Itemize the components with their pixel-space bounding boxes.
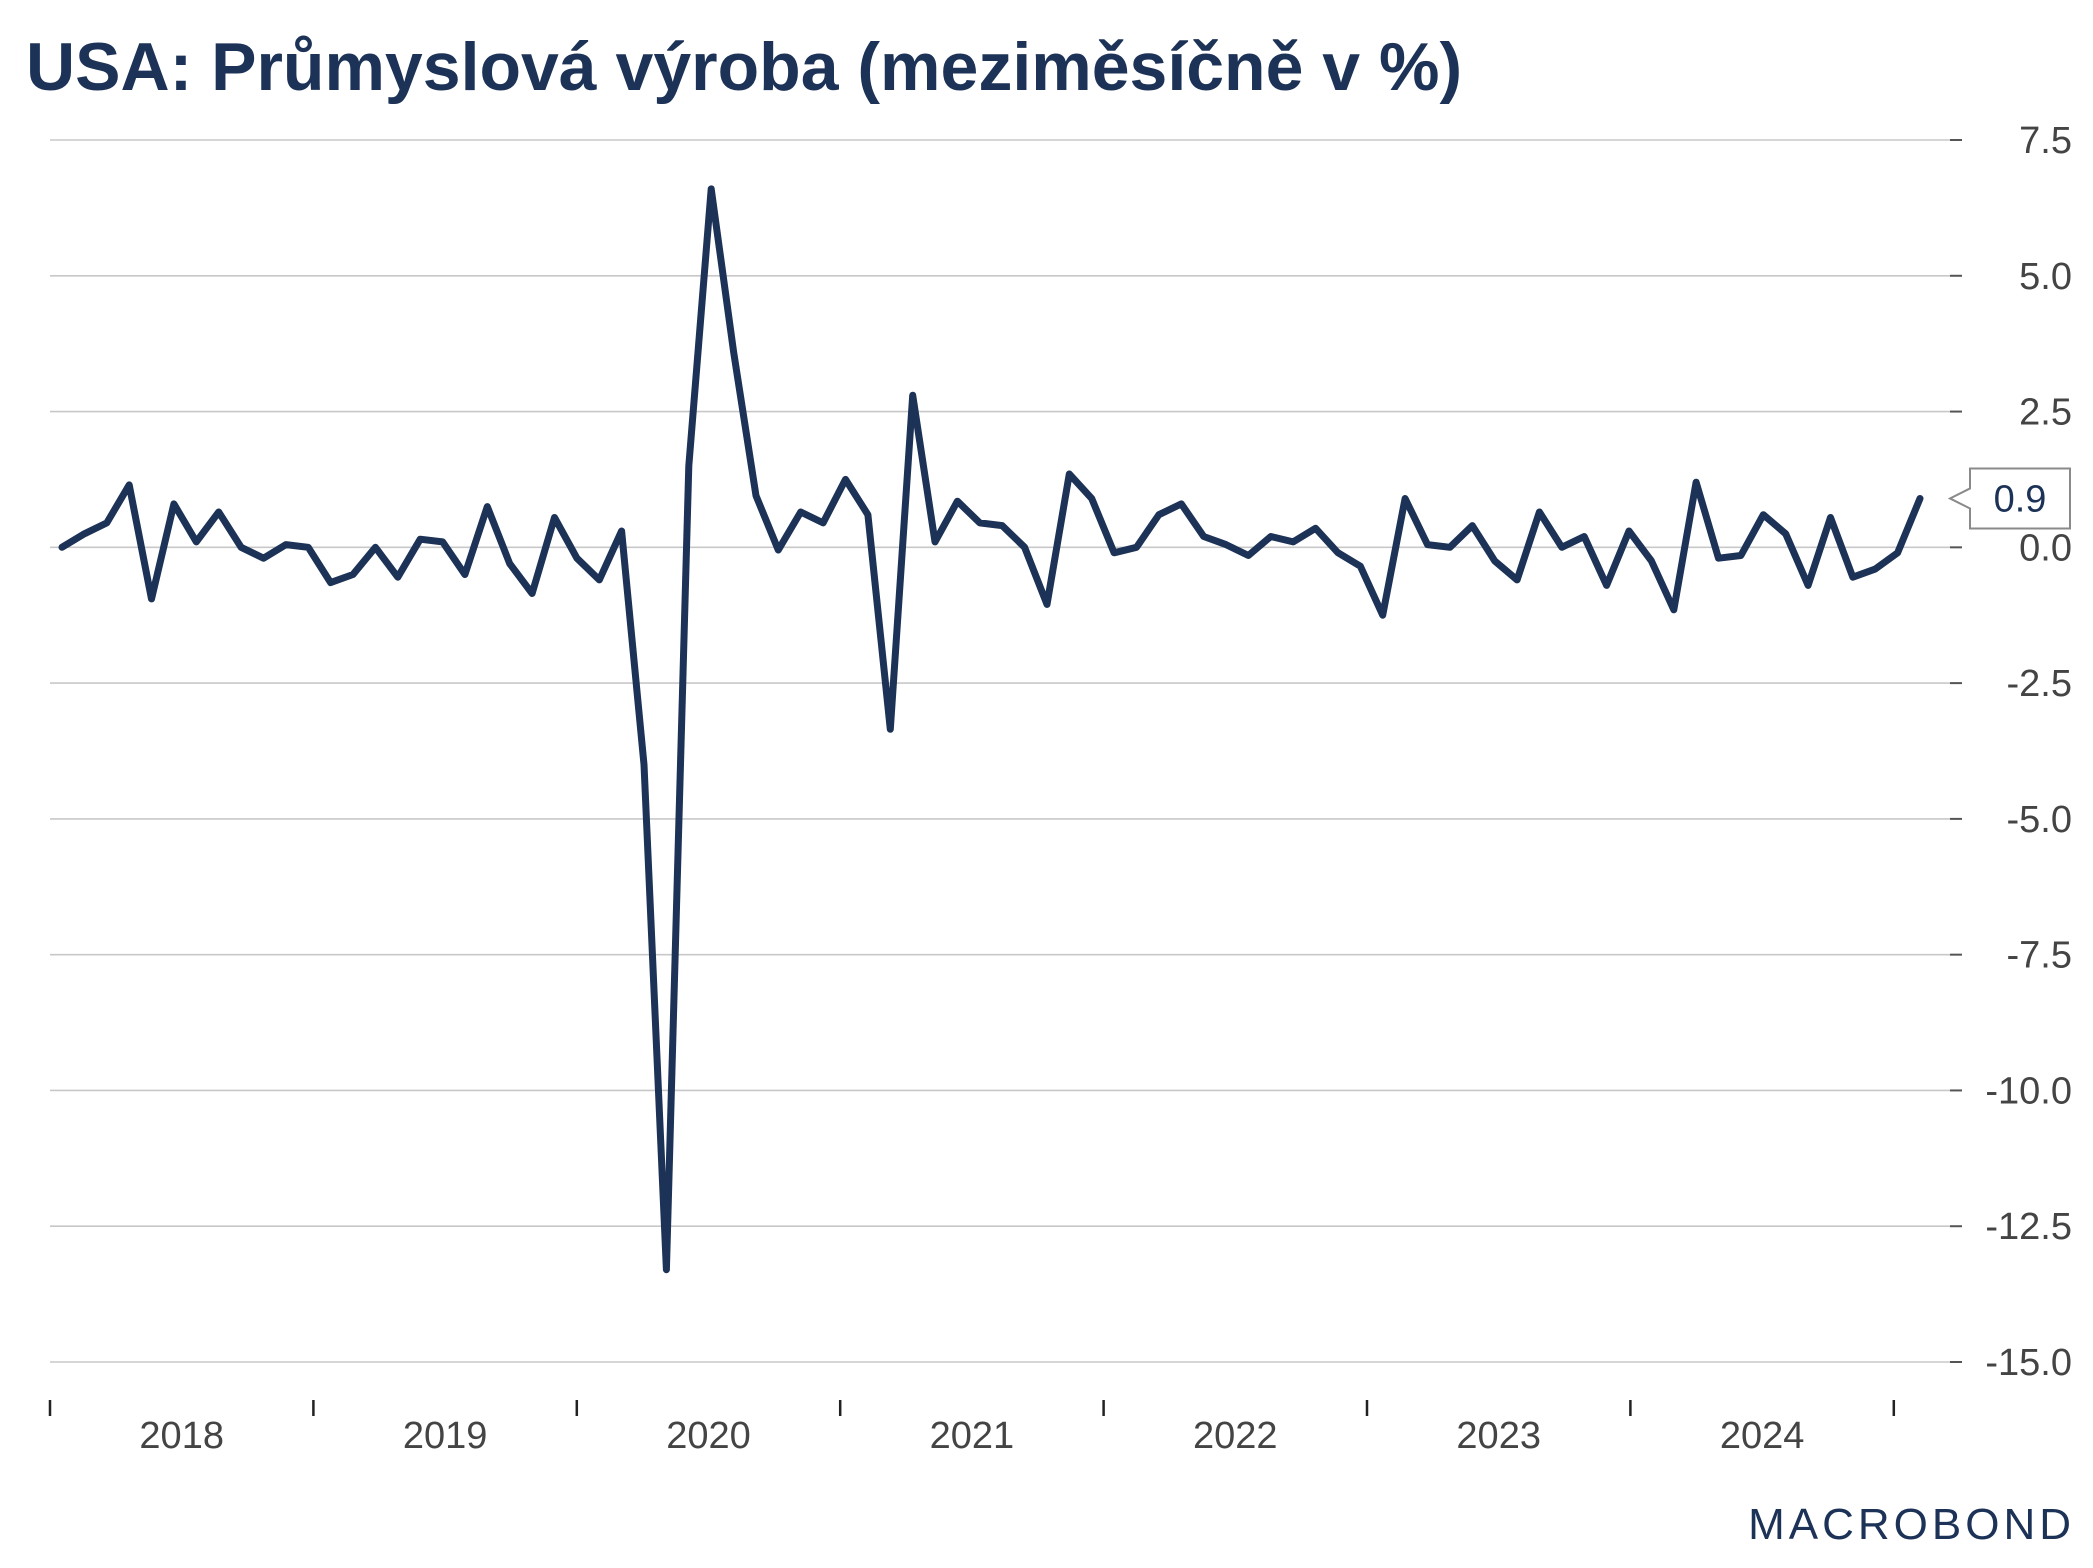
y-tick-label: 0.0 [2019, 527, 2072, 569]
last-value-callout: 0.9 [1947, 467, 2071, 530]
y-tick-label: 2.5 [2019, 392, 2072, 434]
x-tick-label: 2019 [403, 1415, 488, 1457]
chart-title: USA: Průmyslová výroba (meziměsíčně v %) [26, 29, 1463, 105]
x-axis: 2018 2019 2020 2021 2022 2023 2024 [48, 1400, 1896, 1457]
last-value-box [1947, 467, 2071, 530]
y-tick-label: 7.5 [2019, 120, 2072, 162]
x-tick-label: 2018 [139, 1415, 224, 1457]
y-axis: 7.5 5.0 2.5 0.0 -2.5 -5.0 -7.5 -10.0 -12.5 -15.0 [1950, 120, 2072, 1384]
x-tick-label: 2020 [666, 1415, 751, 1457]
x-tick-label: 2021 [930, 1415, 1015, 1457]
x-tick-label: 2023 [1456, 1415, 1541, 1457]
y-tick-label: -5.0 [2007, 799, 2072, 841]
gridlines [50, 139, 1950, 1363]
x-tick-label: 2024 [1720, 1415, 1805, 1457]
last-value-label: 0.9 [1994, 478, 2047, 520]
y-tick-label: -12.5 [1985, 1206, 2072, 1248]
macrobond-logo: MACROBOND [1748, 1500, 2075, 1549]
y-tick-label: 5.0 [2019, 256, 2072, 298]
y-tick-label: -2.5 [2007, 663, 2072, 705]
y-tick-label: -7.5 [2007, 935, 2072, 977]
series-line [58, 185, 1924, 1274]
x-tick-label: 2022 [1193, 1415, 1278, 1457]
y-tick-label: -10.0 [1985, 1070, 2072, 1112]
y-tick-label: -15.0 [1985, 1342, 2072, 1384]
series-group [58, 185, 1924, 1274]
